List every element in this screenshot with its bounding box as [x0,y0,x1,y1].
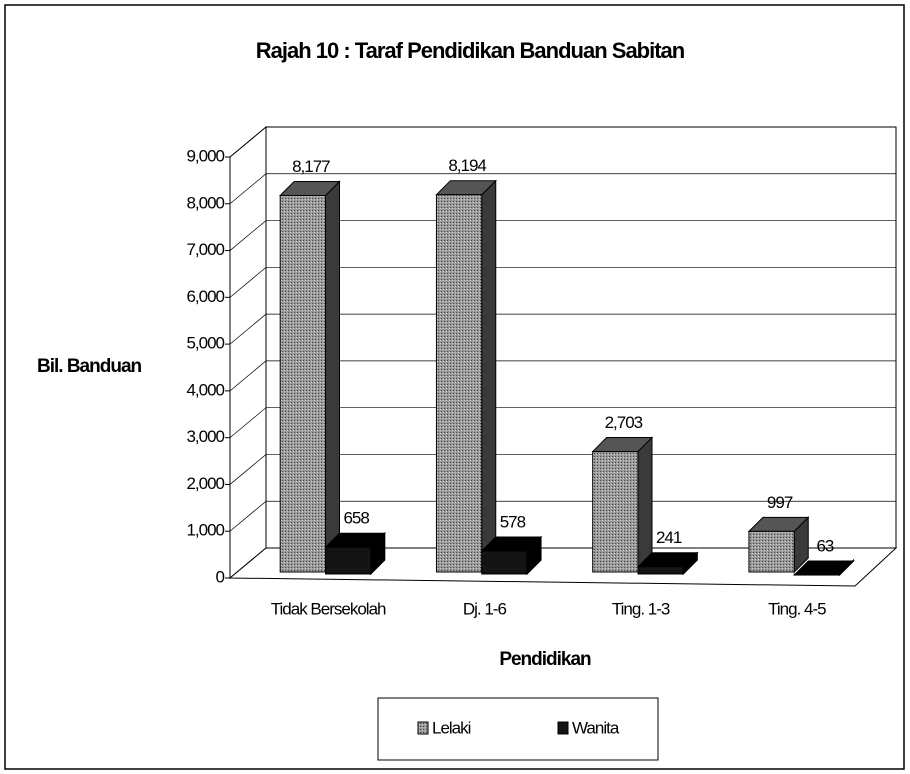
side-wall [229,125,267,580]
bar-side [637,436,653,574]
bar [325,546,372,575]
x-tick-label: Ting. 4-5 [768,599,826,618]
value-label: 241 [656,528,682,547]
x-tick-label: Ting. 1-3 [612,599,670,618]
grid-line [229,173,896,205]
y-tick-label: 0 [216,567,225,586]
y-tick-label: 7,000 [186,240,224,259]
chart-title: Rajah 10 : Taraf Pendidikan Banduan Sabi… [256,38,685,63]
grid-line [229,313,896,345]
value-label: 997 [767,493,793,512]
grid-line [229,454,896,485]
x-tick-label: Dj. 1-6 [463,599,507,618]
legend-swatch [417,721,429,735]
value-label: 63 [816,537,833,556]
y-tick-label: 2,000 [186,474,224,493]
y-axis-title: Bil. Banduan [37,356,142,377]
value-label: 658 [343,509,369,528]
x-tick-label: Tidak Bersekolah [271,599,386,618]
x-axis-title: Pendidikan [499,649,591,670]
grid-line [229,360,896,392]
y-tick-label: 6,000 [186,287,224,306]
bar [279,194,326,573]
bar [637,566,684,575]
legend-label: Lelaki [432,718,471,737]
y-tick-label: 4,000 [186,380,224,399]
value-label: 8,194 [448,156,486,175]
floor [228,547,898,587]
bar-side [481,179,497,574]
y-tick-label: 3,000 [186,427,224,446]
y-tick-label: 5,000 [186,334,224,353]
value-label: 8,177 [292,157,330,176]
y-tick-label: 9,000 [186,146,224,165]
bar [748,530,795,573]
grid-line [229,220,896,251]
legend-swatch [557,721,569,735]
bar [435,194,483,573]
back-wall [265,126,897,549]
bar [481,550,528,575]
bar [592,451,639,573]
value-label: 578 [500,512,526,531]
y-tick-label: 1,000 [186,521,224,540]
grid-line [229,126,896,158]
bar-side [325,180,340,574]
legend-label: Wanita [572,718,620,737]
grid-line [229,500,896,532]
grid-line [229,266,896,298]
value-label: 2,703 [605,413,643,432]
y-tick-label: 8,000 [186,193,224,212]
bar [793,573,841,576]
grid-line [229,407,896,438]
